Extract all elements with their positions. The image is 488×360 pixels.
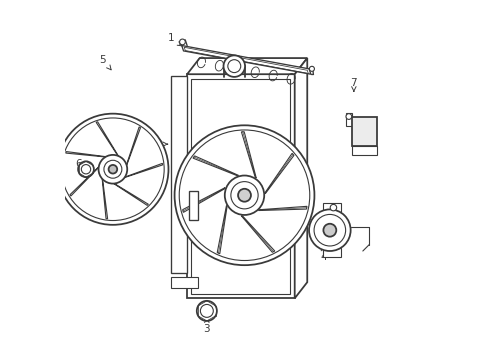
Polygon shape — [351, 146, 376, 155]
Circle shape — [104, 160, 122, 178]
Text: 5: 5 — [100, 55, 111, 70]
Text: 6: 6 — [75, 159, 88, 169]
Circle shape — [308, 210, 350, 251]
Circle shape — [323, 224, 336, 237]
Circle shape — [99, 155, 127, 184]
Circle shape — [78, 161, 94, 177]
Polygon shape — [323, 248, 340, 257]
Text: 3: 3 — [203, 318, 210, 334]
Polygon shape — [264, 153, 293, 194]
Circle shape — [108, 165, 117, 174]
Circle shape — [329, 204, 336, 211]
Polygon shape — [70, 167, 99, 196]
Text: 2: 2 — [155, 139, 167, 149]
Polygon shape — [187, 74, 294, 298]
Text: 7: 7 — [350, 78, 356, 91]
Polygon shape — [241, 132, 256, 178]
Polygon shape — [102, 179, 107, 219]
Circle shape — [223, 55, 244, 77]
Circle shape — [313, 215, 345, 246]
Circle shape — [230, 181, 258, 209]
Circle shape — [57, 114, 168, 225]
Circle shape — [309, 66, 314, 71]
Circle shape — [174, 125, 314, 265]
Polygon shape — [323, 203, 340, 212]
Circle shape — [238, 189, 250, 202]
Text: 4: 4 — [320, 246, 326, 262]
Circle shape — [196, 301, 217, 321]
Text: 1: 1 — [167, 33, 182, 46]
Polygon shape — [183, 188, 224, 212]
Circle shape — [179, 39, 185, 45]
Polygon shape — [345, 113, 351, 126]
Polygon shape — [113, 184, 148, 206]
Polygon shape — [294, 58, 306, 298]
Polygon shape — [187, 58, 306, 74]
Polygon shape — [217, 206, 226, 254]
Polygon shape — [258, 206, 306, 211]
Polygon shape — [96, 122, 118, 156]
Polygon shape — [126, 127, 140, 165]
Circle shape — [346, 114, 351, 120]
Circle shape — [224, 176, 264, 215]
Polygon shape — [124, 163, 162, 177]
Polygon shape — [171, 277, 198, 288]
Circle shape — [81, 165, 90, 174]
Circle shape — [200, 305, 213, 318]
Polygon shape — [188, 191, 198, 220]
Polygon shape — [241, 216, 274, 252]
Polygon shape — [171, 76, 187, 273]
Polygon shape — [65, 152, 106, 157]
Polygon shape — [193, 156, 238, 176]
Polygon shape — [182, 45, 310, 74]
Polygon shape — [351, 117, 376, 146]
Circle shape — [227, 60, 240, 73]
